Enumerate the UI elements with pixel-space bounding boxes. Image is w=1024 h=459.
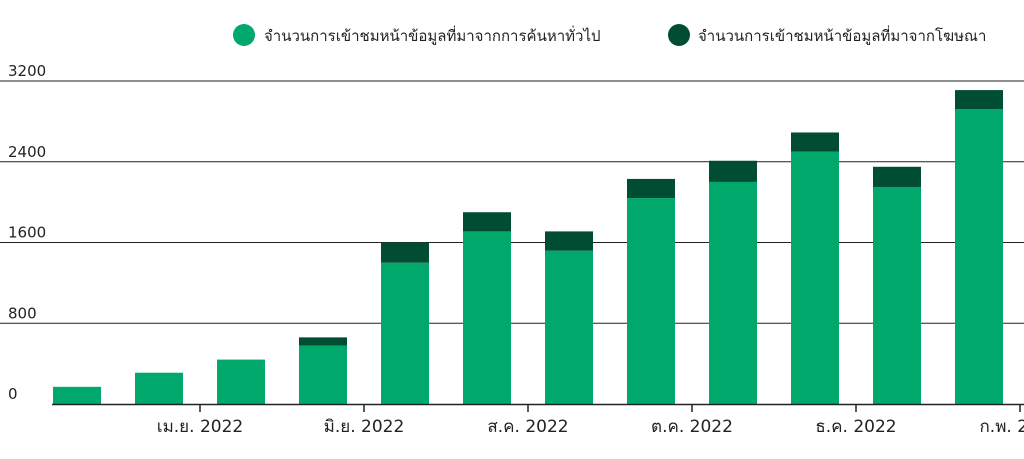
bar-segment-general-5	[463, 231, 511, 404]
grid-lines	[0, 80, 1024, 324]
bar-segment-general-0	[53, 386, 101, 404]
y-tick-label: 1600	[8, 224, 46, 242]
bars	[53, 90, 1003, 404]
x-tick-label: ธ.ค. 2022	[815, 417, 896, 437]
bar-segment-ads-5	[463, 212, 511, 232]
legend-label-general: จำนวนการเข้าชมหน้าข้อมูลที่มาจากการค้นหา…	[264, 25, 601, 45]
bar-segment-general-9	[791, 151, 839, 404]
bar-segment-general-2	[217, 359, 265, 404]
x-tick-label: ส.ค. 2022	[487, 417, 568, 437]
x-tick-label: ก.พ. 2023	[980, 417, 1024, 437]
y-tick-label: 2400	[8, 143, 46, 161]
y-tick-label: 3200	[8, 62, 46, 80]
legend-label-ads: จำนวนการเข้าชมหน้าข้อมูลที่มาจากโฆษณา	[698, 25, 986, 45]
bar-segment-general-6	[545, 250, 593, 404]
x-tick-label: ต.ค. 2022	[651, 417, 733, 437]
legend-swatch-general	[233, 24, 255, 46]
bar-segment-general-10	[873, 186, 921, 404]
legend: จำนวนการเข้าชมหน้าข้อมูลที่มาจากการค้นหา…	[233, 24, 986, 46]
y-tick-label: 800	[8, 304, 37, 322]
bar-segment-general-7	[627, 198, 675, 404]
bar-segment-ads-10	[873, 166, 921, 187]
x-tick-label: เม.ย. 2022	[157, 417, 243, 437]
bar-segment-ads-3	[299, 337, 347, 346]
legend-swatch-ads	[668, 24, 690, 46]
bar-segment-ads-6	[545, 231, 593, 251]
bar-segment-ads-7	[627, 178, 675, 199]
bar-segment-ads-9	[791, 132, 839, 152]
bar-segment-general-3	[299, 345, 347, 404]
bar-segment-ads-4	[381, 242, 429, 263]
bar-segment-general-11	[955, 109, 1003, 404]
y-tick-label: 0	[8, 385, 18, 403]
x-tick-label: มิ.ย. 2022	[324, 417, 405, 437]
bar-segment-ads-11	[955, 90, 1003, 110]
bar-segment-general-4	[381, 262, 429, 404]
axes: 0 800 1600 2400 3200 เม.ย. 2022 มิ.ย. 2022 ส.ค.…	[8, 62, 1024, 437]
bar-segment-general-8	[709, 181, 757, 404]
bar-segment-general-1	[135, 372, 183, 404]
bar-segment-ads-8	[709, 160, 757, 182]
